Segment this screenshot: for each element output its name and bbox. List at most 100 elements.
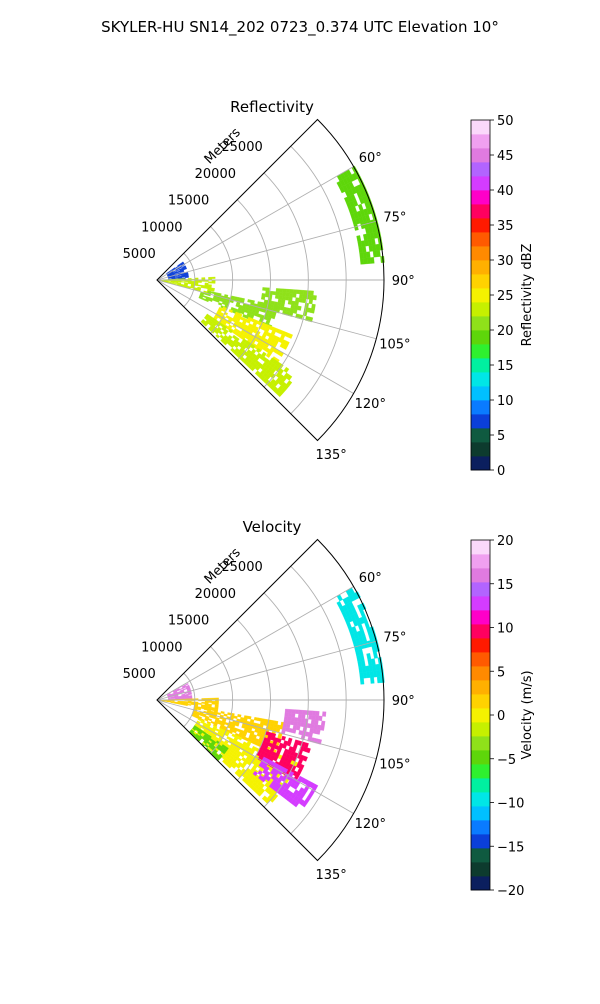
range-tick-label: 15000 (168, 194, 209, 209)
echo-cell (284, 367, 289, 373)
echo-cell (216, 334, 220, 338)
echo-cell (272, 291, 276, 295)
echo-cell (316, 711, 320, 716)
echo-cell (296, 726, 300, 731)
colorbar-tick-label: −10 (497, 797, 524, 812)
echo-cell (215, 698, 218, 700)
colorbar-swatch (471, 666, 490, 680)
colorbar-tick-label: 0 (497, 464, 505, 479)
range-tick-label: 5000 (123, 247, 156, 262)
echo-cell (212, 277, 215, 279)
echo-cell (364, 622, 369, 629)
echo-cell (185, 277, 188, 278)
echo-cell (300, 290, 304, 294)
echo-cell (358, 624, 363, 631)
range-tick-label: 10000 (141, 220, 182, 235)
echo-cell (224, 714, 228, 717)
colorbar-tick-label: 50 (497, 114, 514, 129)
echo-cell (288, 713, 292, 717)
echo-cell (370, 677, 374, 683)
echo-cell (201, 286, 205, 288)
echo-cell (302, 714, 306, 718)
echo-cell (266, 288, 270, 291)
azimuth-gridline (157, 221, 376, 280)
colorbar-swatch (471, 778, 490, 792)
panel-title: Reflectivity (230, 98, 314, 116)
echo-cell (284, 716, 288, 720)
colorbar-swatch (471, 876, 490, 890)
echo-cell (303, 294, 307, 299)
colorbar-swatch (471, 862, 490, 876)
azimuth-gridline (157, 587, 354, 701)
azimuth-tick-label: 120° (355, 397, 386, 412)
echo-cell (376, 250, 380, 257)
echo-cell (205, 698, 208, 699)
echo-cell (178, 281, 181, 282)
colorbar-swatch (471, 134, 490, 148)
colorbar-label: Velocity (m/s) (520, 670, 535, 759)
echo-cell (315, 716, 319, 721)
echo-cell (221, 711, 225, 713)
echo-cell (188, 283, 191, 284)
echo-cell (212, 698, 215, 700)
azimuth-tick-label: 135° (315, 868, 346, 883)
echo-cell (312, 711, 316, 716)
colorbar-swatch (471, 400, 490, 414)
echo-cell (295, 301, 299, 305)
echo-cell (311, 308, 315, 313)
colorbar-swatch (471, 708, 490, 722)
echo-cell (297, 306, 301, 311)
colorbar-swatch (471, 120, 490, 134)
echo-cell (208, 698, 211, 700)
azimuth-tick-label: 75° (383, 630, 406, 645)
colorbar-tick-label: −20 (497, 884, 524, 899)
azimuth-tick-label: 105° (379, 758, 410, 773)
echo-cell (265, 294, 269, 298)
colorbar-swatch (471, 750, 490, 764)
azimuth-gridline (157, 641, 376, 700)
colorbar-swatch (471, 358, 490, 372)
echo-cell (309, 711, 313, 716)
echo-cell (286, 293, 290, 297)
panel-title: Velocity (243, 518, 302, 536)
azimuth-gridline (157, 280, 354, 394)
echo-cell (217, 712, 221, 714)
azimuth-tick-label: 60° (359, 571, 382, 586)
azimuth-tick-label: 135° (315, 448, 346, 463)
echo-cell (308, 715, 312, 720)
colorbar-swatch (471, 442, 490, 456)
echo-cell (299, 710, 303, 714)
colorbar-swatch (471, 246, 490, 260)
colorbar-label: Reflectivity dBZ (520, 244, 535, 347)
colorbar-swatch (471, 162, 490, 176)
echo-cell (303, 290, 307, 294)
echo-cell (296, 290, 300, 294)
azimuth-tick-label: 75° (383, 210, 406, 225)
echo-cell (309, 295, 313, 300)
azimuth-gridline (157, 167, 354, 281)
echo-cell (302, 298, 306, 303)
colorbar-swatch (471, 288, 490, 302)
colorbar-swatch (471, 568, 490, 582)
colorbar-swatch (471, 722, 490, 736)
echo-cell (198, 703, 201, 705)
echo-cell (178, 279, 181, 280)
echo-cell (208, 718, 212, 721)
echo-cell (171, 701, 174, 702)
echo-cell (313, 295, 317, 300)
echo-cell (291, 713, 295, 717)
echo-cell (247, 716, 251, 719)
colorbar-swatch (471, 190, 490, 204)
echo-cell (234, 716, 238, 719)
echo-cell (279, 292, 283, 296)
colorbar-swatch (471, 176, 490, 190)
echo-cell (312, 715, 316, 720)
echo-cell (298, 714, 302, 718)
colorbar-swatch (471, 414, 490, 428)
echo-cell (299, 294, 303, 298)
echo-cell (208, 277, 211, 279)
echo-cell (227, 712, 231, 715)
echo-cell (188, 704, 192, 705)
